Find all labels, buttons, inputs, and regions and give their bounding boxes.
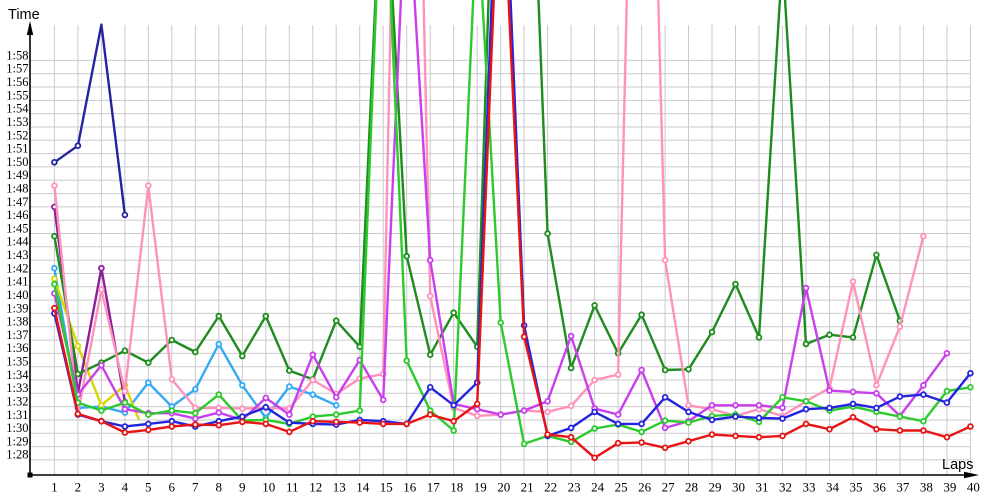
svg-text:1:36: 1:36 bbox=[6, 341, 28, 355]
svg-text:1:46: 1:46 bbox=[6, 208, 28, 222]
svg-text:33: 33 bbox=[803, 480, 816, 495]
svg-text:1:33: 1:33 bbox=[6, 381, 28, 395]
svg-text:31: 31 bbox=[756, 480, 769, 495]
svg-text:1:44: 1:44 bbox=[6, 235, 29, 249]
svg-text:36: 36 bbox=[873, 480, 887, 495]
svg-text:20: 20 bbox=[497, 480, 510, 495]
svg-text:23: 23 bbox=[568, 480, 581, 495]
svg-text:9: 9 bbox=[239, 480, 246, 495]
svg-text:8: 8 bbox=[216, 480, 223, 495]
svg-text:12: 12 bbox=[309, 480, 322, 495]
svg-text:1:50: 1:50 bbox=[6, 155, 28, 169]
svg-text:24: 24 bbox=[591, 480, 605, 495]
svg-text:34: 34 bbox=[826, 480, 840, 495]
svg-text:1:58: 1:58 bbox=[6, 48, 28, 62]
svg-text:39: 39 bbox=[943, 480, 956, 495]
svg-text:1:31: 1:31 bbox=[6, 408, 28, 422]
svg-text:1:52: 1:52 bbox=[6, 128, 28, 142]
svg-text:13: 13 bbox=[333, 480, 346, 495]
svg-text:1:35: 1:35 bbox=[6, 355, 28, 369]
svg-text:3: 3 bbox=[98, 480, 105, 495]
svg-text:1:51: 1:51 bbox=[6, 142, 28, 156]
svg-text:Laps: Laps bbox=[942, 457, 973, 473]
svg-text:1:39: 1:39 bbox=[6, 301, 28, 315]
svg-text:1:30: 1:30 bbox=[6, 421, 28, 435]
svg-text:1:43: 1:43 bbox=[6, 248, 28, 262]
svg-text:30: 30 bbox=[732, 480, 745, 495]
svg-text:1:29: 1:29 bbox=[6, 434, 28, 448]
svg-text:17: 17 bbox=[427, 480, 441, 495]
svg-text:18: 18 bbox=[450, 480, 463, 495]
svg-text:10: 10 bbox=[262, 480, 275, 495]
svg-text:1:53: 1:53 bbox=[6, 115, 28, 129]
svg-text:38: 38 bbox=[920, 480, 933, 495]
svg-text:14: 14 bbox=[356, 480, 370, 495]
svg-text:1:38: 1:38 bbox=[6, 315, 28, 329]
svg-text:1: 1 bbox=[51, 480, 58, 495]
svg-text:6: 6 bbox=[169, 480, 176, 495]
svg-text:1:55: 1:55 bbox=[6, 88, 28, 102]
svg-text:1:45: 1:45 bbox=[6, 221, 28, 235]
svg-text:27: 27 bbox=[662, 480, 676, 495]
svg-text:1:41: 1:41 bbox=[6, 275, 28, 289]
svg-text:1:40: 1:40 bbox=[6, 288, 28, 302]
svg-text:1:34: 1:34 bbox=[6, 368, 29, 382]
svg-text:1:37: 1:37 bbox=[6, 328, 28, 342]
svg-text:26: 26 bbox=[638, 480, 652, 495]
svg-text:2: 2 bbox=[75, 480, 82, 495]
svg-text:11: 11 bbox=[286, 480, 299, 495]
svg-text:1:54: 1:54 bbox=[6, 102, 29, 116]
svg-text:1:32: 1:32 bbox=[6, 395, 28, 409]
svg-text:1:48: 1:48 bbox=[6, 182, 28, 196]
svg-text:15: 15 bbox=[380, 480, 393, 495]
svg-text:19: 19 bbox=[474, 480, 487, 495]
svg-text:37: 37 bbox=[896, 480, 910, 495]
svg-text:1:47: 1:47 bbox=[6, 195, 28, 209]
svg-text:32: 32 bbox=[779, 480, 792, 495]
svg-text:29: 29 bbox=[709, 480, 722, 495]
svg-text:1:49: 1:49 bbox=[6, 168, 28, 182]
svg-text:1:28: 1:28 bbox=[6, 448, 28, 462]
svg-text:1:57: 1:57 bbox=[6, 62, 28, 76]
svg-text:1:56: 1:56 bbox=[6, 75, 28, 89]
svg-text:35: 35 bbox=[850, 480, 863, 495]
svg-text:25: 25 bbox=[615, 480, 628, 495]
svg-text:22: 22 bbox=[544, 480, 557, 495]
svg-text:7: 7 bbox=[192, 480, 199, 495]
svg-text:28: 28 bbox=[685, 480, 698, 495]
svg-text:1:42: 1:42 bbox=[6, 261, 28, 275]
svg-text:21: 21 bbox=[521, 480, 534, 495]
svg-text:Time: Time bbox=[8, 7, 40, 23]
svg-text:4: 4 bbox=[122, 480, 129, 495]
svg-text:5: 5 bbox=[145, 480, 152, 495]
svg-text:40: 40 bbox=[967, 480, 980, 495]
svg-text:16: 16 bbox=[403, 480, 417, 495]
